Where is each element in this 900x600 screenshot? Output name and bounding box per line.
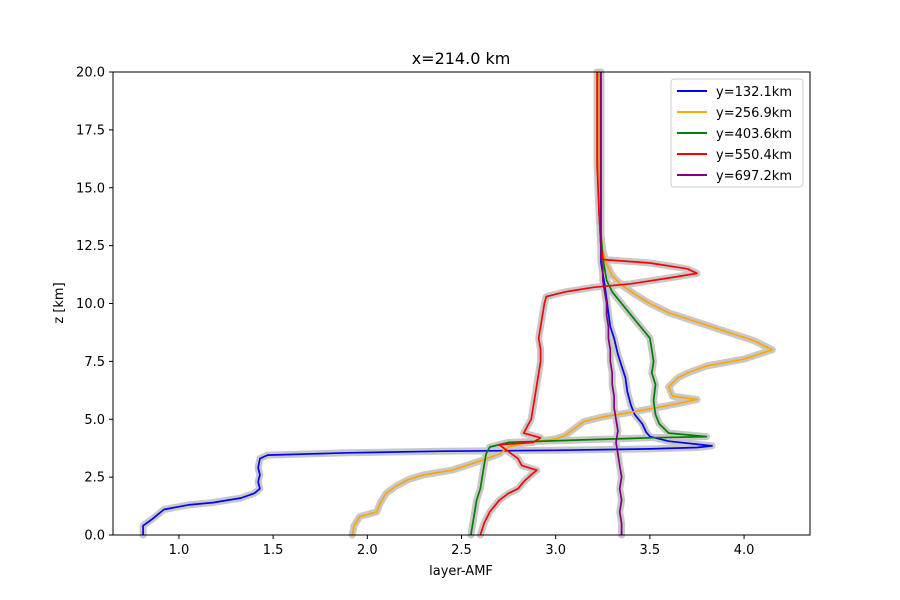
legend-entry-5: y=697.2km [716, 169, 792, 184]
x-axis: 1.0 1.5 2.0 2.5 3.0 3.5 4.0 [169, 535, 755, 558]
y-tick-label: 2.5 [84, 471, 105, 486]
chart-title: x=214.0 km [412, 49, 511, 68]
series-lines [142, 72, 774, 536]
y-tick-label: 7.5 [84, 355, 105, 370]
uncertainty-band-1 [139, 68, 716, 539]
y-tick-label: 12.5 [76, 239, 105, 254]
y-tick-label: 17.5 [76, 123, 105, 138]
series-line-5 [600, 72, 623, 535]
uncertainty-band-4 [476, 68, 701, 539]
x-tick-label: 1.0 [169, 543, 190, 558]
y-axis-label: z [km] [52, 282, 67, 323]
legend-entry-4: y=550.4km [716, 148, 792, 163]
x-tick-label: 4.0 [734, 543, 755, 558]
x-tick-label: 3.0 [545, 543, 566, 558]
y-tick-label: 5.0 [84, 413, 105, 428]
x-tick-label: 2.0 [357, 543, 378, 558]
legend-entry-3: y=403.6km [716, 127, 792, 142]
series-line-3 [470, 72, 708, 536]
legend-box [670, 78, 804, 188]
legend-entry-2: y=256.9km [716, 106, 792, 121]
series-line-4 [479, 72, 698, 536]
series-line-1 [142, 72, 713, 535]
x-axis-label: layer-AMF [429, 564, 493, 579]
y-axis: 0.0 2.5 5.0 7.5 10.0 12.5 15.0 17.5 20.0 [76, 66, 113, 544]
y-tick-label: 15.0 [76, 181, 105, 196]
x-tick-label: 1.5 [263, 543, 284, 558]
y-tick-label: 20.0 [76, 66, 105, 81]
legend-entry-1: y=132.1km [716, 85, 792, 100]
x-tick-label: 2.5 [451, 543, 472, 558]
legend: y=132.1km y=256.9km y=403.6km y=550.4km y=69… [670, 78, 804, 188]
y-tick-label: 0.0 [84, 529, 105, 544]
y-tick-label: 10.0 [76, 297, 105, 312]
x-tick-label: 3.5 [640, 543, 661, 558]
